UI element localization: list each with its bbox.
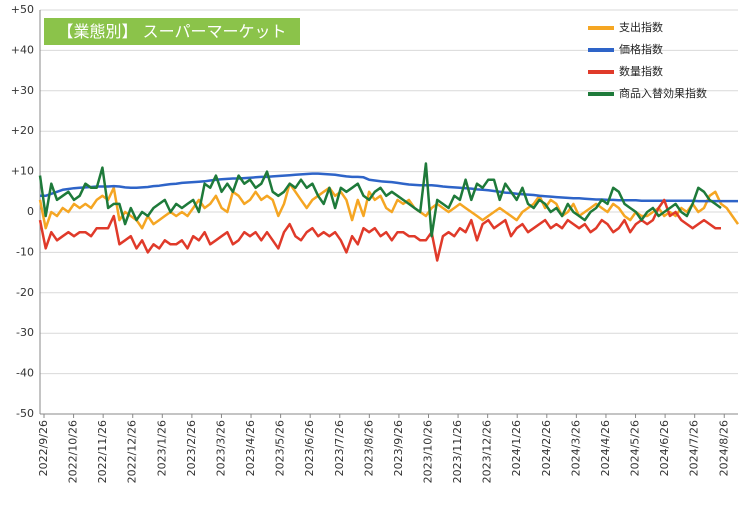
- x-tick-label: 2022/9/26: [37, 420, 50, 476]
- x-tick-label: 2024/5/26: [629, 420, 642, 476]
- x-tick-label: 2024/6/26: [658, 420, 671, 476]
- series-line: [38, 182, 740, 230]
- y-tick-label: +10: [11, 165, 34, 178]
- y-tick-label: -20: [16, 286, 34, 299]
- series-lines: [38, 162, 740, 262]
- x-tick-label: 2023/3/26: [214, 420, 227, 476]
- legend-label: 数量指数: [619, 64, 663, 78]
- y-tick-label: +40: [11, 43, 34, 56]
- y-tick-labels: -50 -40 -30 -20 -10 0 +10 +20 +30 +40 +50: [11, 3, 34, 420]
- x-tick-label: 2024/4/26: [599, 420, 612, 476]
- x-tick-label: 2023/4/26: [244, 420, 257, 476]
- y-tick-label: -10: [16, 245, 34, 258]
- x-tick-label: 2023/9/26: [392, 420, 405, 476]
- y-tick-label: 0: [27, 205, 34, 218]
- x-tick-label: 2024/3/26: [569, 420, 582, 476]
- x-tick-label: 2023/6/26: [303, 420, 316, 476]
- x-tick-label: 2023/12/26: [481, 420, 494, 483]
- gridlines: [40, 9, 738, 415]
- series-line: [40, 172, 738, 203]
- x-tick-label: 2023/10/26: [421, 420, 434, 483]
- x-tick-label: 2023/8/26: [362, 420, 375, 476]
- axes: [39, 10, 738, 415]
- x-tick-label: 2023/11/26: [451, 420, 464, 483]
- y-tick-label: -50: [16, 407, 34, 420]
- x-tick-label: 2022/10/26: [67, 420, 80, 483]
- x-tick-label: 2024/8/26: [717, 420, 730, 476]
- x-tick-label: 2024/7/26: [688, 420, 701, 476]
- series-line: [38, 198, 721, 262]
- y-tick-label: +20: [11, 124, 34, 137]
- x-tick-label: 2024/2/26: [540, 420, 553, 476]
- x-tick-label: 2024/1/26: [510, 420, 523, 476]
- series-line: [38, 162, 722, 238]
- x-tick-label: 2023/7/26: [333, 420, 346, 476]
- legend-label: 商品入替効果指数: [619, 86, 707, 100]
- y-tick-label: +50: [11, 3, 34, 16]
- legend-label: 支出指数: [619, 20, 663, 34]
- x-tick-label: 2022/12/26: [126, 420, 139, 483]
- x-tick-label: 2022/11/26: [96, 420, 109, 483]
- x-tick-labels: 2022/9/26 2022/10/26 2022/11/26 2022/12/26 2…: [37, 414, 730, 483]
- y-tick-label: -40: [16, 367, 34, 380]
- y-tick-label: -30: [16, 326, 34, 339]
- x-tick-label: 2023/5/26: [274, 420, 287, 476]
- x-tick-label: 2023/2/26: [185, 420, 198, 476]
- x-tick-label: 2023/1/26: [155, 420, 168, 476]
- legend-label: 価格指数: [619, 42, 663, 56]
- chart-title: 【業態別】 スーパーマーケット: [44, 18, 300, 45]
- y-tick-label: +30: [11, 84, 34, 97]
